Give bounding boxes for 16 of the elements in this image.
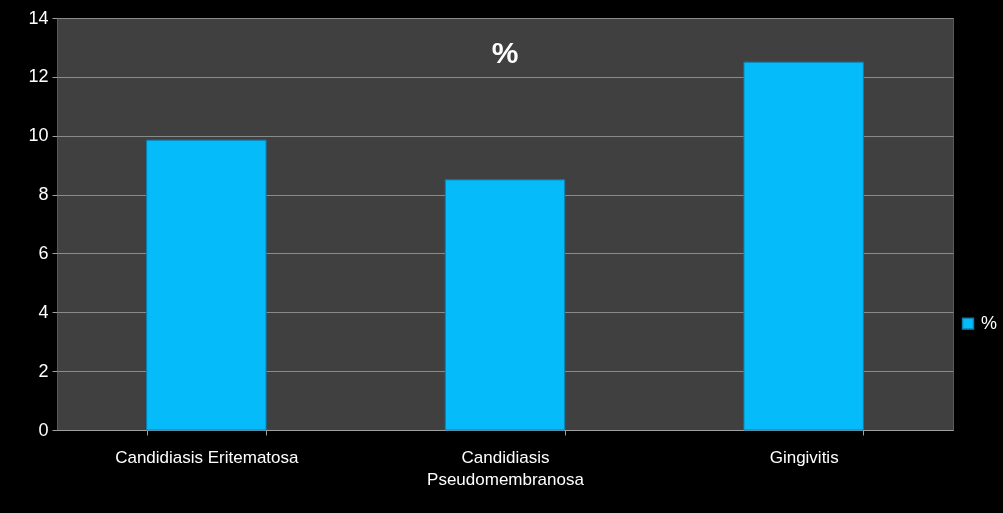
legend-label: %: [981, 312, 998, 333]
y-tick-label: 0: [38, 419, 49, 440]
y-tick-label: 12: [28, 66, 49, 87]
y-tick-label: 14: [28, 7, 49, 28]
y-tick-label: 10: [28, 125, 49, 146]
bar: [444, 179, 566, 431]
x-tick-label: Candidiasis Pseudomembranosa: [427, 447, 585, 489]
y-tick-label: 8: [38, 184, 49, 205]
x-tick-label: Gingivitis: [769, 447, 839, 467]
y-tick-label: 4: [38, 301, 49, 322]
bar: [146, 139, 267, 431]
y-tick-label: 6: [38, 242, 49, 263]
x-tick-label: Candidiasis Eritematosa: [115, 447, 300, 467]
text: %: [491, 36, 519, 69]
bar: [743, 61, 864, 431]
y-tick-label: 2: [38, 360, 49, 381]
